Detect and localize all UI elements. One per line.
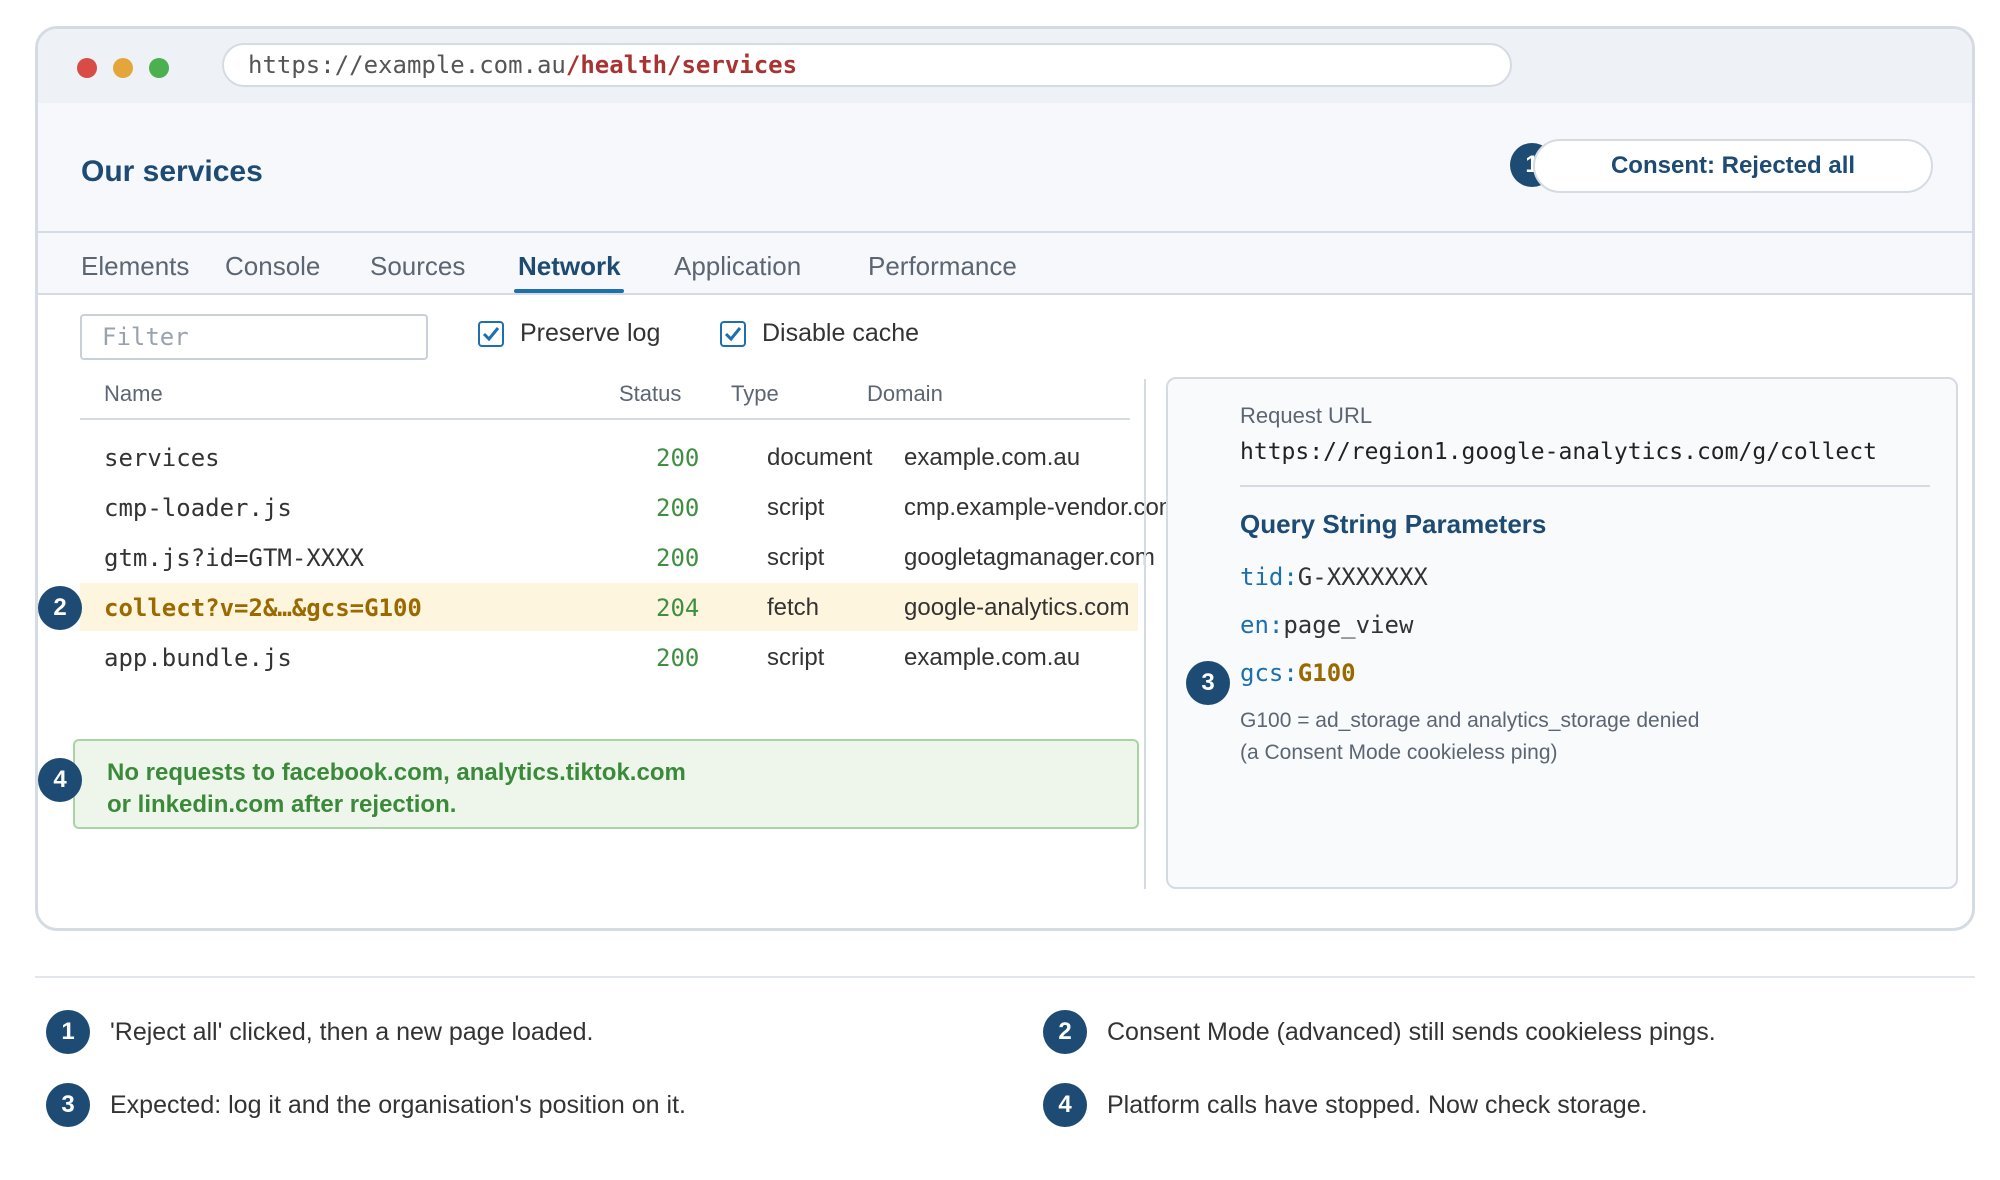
page-title: Our services bbox=[81, 155, 263, 188]
legend-item-4: 4 Platform calls have stopped. Now check… bbox=[1043, 1083, 1648, 1127]
preserve-log-toggle[interactable]: Preserve log bbox=[478, 319, 660, 348]
legend-divider bbox=[35, 976, 1975, 978]
row-type: fetch bbox=[767, 594, 820, 621]
row-status: 200 bbox=[656, 544, 700, 572]
disable-cache-label: Disable cache bbox=[762, 319, 920, 347]
notice-line-1: No requests to facebook.com, analytics.t… bbox=[107, 759, 686, 786]
row-status: 200 bbox=[656, 444, 700, 472]
row-domain: googletagmanager.com bbox=[904, 544, 1155, 571]
column-header-name[interactable]: Name bbox=[104, 381, 163, 406]
browser-window: https://example.com.au/health/services O… bbox=[35, 26, 1975, 931]
row-name: cmp-loader.js bbox=[104, 494, 292, 522]
row-type: script bbox=[767, 494, 825, 521]
request-detail-panel: Request URL https://region1.google-analy… bbox=[1166, 377, 1958, 889]
gcs-note-line-1: G100 = ad_storage and analytics_storage … bbox=[1240, 709, 1700, 732]
active-tab-indicator bbox=[514, 289, 624, 293]
request-url-value: https://region1.google-analytics.com/g/c… bbox=[1240, 439, 1877, 465]
legend-item-3: 3 Expected: log it and the organisation'… bbox=[46, 1083, 686, 1127]
param-key: en: bbox=[1240, 611, 1284, 639]
legend-text: Consent Mode (advanced) still sends cook… bbox=[1107, 1017, 1716, 1046]
row-domain: google-analytics.com bbox=[904, 594, 1130, 621]
legend-text: Platform calls have stopped. Now check s… bbox=[1107, 1090, 1648, 1119]
table-row[interactable]: cmp-loader.js 200 script cmp.example-ven… bbox=[80, 483, 1179, 531]
gcs-explanation: G100 = ad_storage and analytics_storage … bbox=[1240, 705, 1699, 769]
param-gcs: gcs:G100 bbox=[1240, 659, 1356, 687]
legend-text: Expected: log it and the organisation's … bbox=[110, 1090, 686, 1119]
table-header-divider bbox=[80, 418, 1130, 420]
url-path: /health/services bbox=[565, 51, 798, 79]
row-name: gtm.js?id=GTM-XXXX bbox=[104, 544, 365, 572]
query-params-heading: Query String Parameters bbox=[1240, 509, 1547, 539]
param-value: page_view bbox=[1283, 611, 1414, 639]
row-domain: cmp.example-vendor.com bbox=[904, 494, 1179, 521]
disable-cache-toggle[interactable]: Disable cache bbox=[720, 319, 919, 348]
title-bar: https://example.com.au/health/services bbox=[38, 29, 1972, 103]
table-row[interactable]: gtm.js?id=GTM-XXXX 200 script googletagm… bbox=[80, 533, 1155, 581]
request-url-label: Request URL bbox=[1240, 403, 1373, 428]
consent-status-pill[interactable]: Consent: Rejected all bbox=[1533, 139, 1933, 193]
detail-divider bbox=[1240, 485, 1930, 487]
maximize-window-button[interactable] bbox=[149, 58, 169, 78]
param-tid: tid:G-XXXXXXX bbox=[1240, 563, 1428, 591]
close-window-button[interactable] bbox=[77, 58, 97, 78]
callout-badge-3: 3 bbox=[1186, 661, 1230, 705]
row-domain: example.com.au bbox=[904, 644, 1081, 671]
table-row-highlighted[interactable]: collect?v=2&…&gcs=G100 204 fetch google-… bbox=[80, 583, 1138, 631]
disable-cache-checkbox[interactable] bbox=[720, 320, 746, 347]
legend-item-2: 2 Consent Mode (advanced) still sends co… bbox=[1043, 1010, 1716, 1054]
row-type: document bbox=[767, 444, 873, 471]
column-header-type[interactable]: Type bbox=[731, 381, 779, 406]
param-key: tid: bbox=[1240, 563, 1298, 591]
preserve-log-checkbox[interactable] bbox=[478, 320, 504, 347]
row-status: 200 bbox=[656, 494, 700, 522]
minimize-window-button[interactable] bbox=[113, 58, 133, 78]
param-en: en:page_view bbox=[1240, 611, 1413, 639]
table-row[interactable]: services 200 document example.com.au bbox=[80, 433, 1138, 481]
column-header-domain[interactable]: Domain bbox=[867, 381, 943, 406]
legend-badge: 4 bbox=[1043, 1083, 1087, 1127]
legend-text: 'Reject all' clicked, then a new page lo… bbox=[110, 1017, 594, 1046]
row-status: 200 bbox=[656, 644, 700, 672]
address-bar[interactable]: https://example.com.au/health/services bbox=[222, 43, 1512, 87]
callout-badge-2: 2 bbox=[38, 586, 82, 630]
row-name: collect?v=2&…&gcs=G100 bbox=[104, 594, 422, 622]
row-type: script bbox=[767, 544, 825, 571]
tab-performance[interactable]: Performance bbox=[868, 251, 1017, 281]
callout-badge-4: 4 bbox=[38, 758, 82, 802]
row-domain: example.com.au bbox=[904, 444, 1081, 471]
checkmark-icon bbox=[724, 326, 742, 341]
table-row[interactable]: app.bundle.js 200 script example.com.au bbox=[80, 633, 1138, 681]
row-type: script bbox=[767, 644, 825, 671]
tab-network[interactable]: Network bbox=[518, 251, 621, 281]
row-name: app.bundle.js bbox=[104, 644, 292, 672]
devtools-tabs: Elements Console Sources Network Applica… bbox=[38, 233, 1972, 295]
param-value: G-XXXXXXX bbox=[1297, 563, 1428, 591]
url-base: https://example.com.au bbox=[248, 51, 566, 79]
gcs-note-line-2: (a Consent Mode cookieless ping) bbox=[1240, 741, 1558, 764]
row-status: 204 bbox=[656, 594, 700, 622]
column-header-status[interactable]: Status bbox=[619, 381, 682, 406]
tab-elements[interactable]: Elements bbox=[81, 251, 190, 281]
notice-line-2: or linkedin.com after rejection. bbox=[107, 791, 457, 818]
tab-application[interactable]: Application bbox=[674, 251, 802, 281]
preserve-log-label: Preserve log bbox=[520, 319, 661, 347]
pane-divider[interactable] bbox=[1144, 379, 1146, 889]
no-platform-requests-notice: No requests to facebook.com, analytics.t… bbox=[73, 739, 1139, 829]
legend-item-1: 1 'Reject all' clicked, then a new page … bbox=[46, 1010, 593, 1054]
page-header: Our services 1 Consent: Rejected all bbox=[38, 103, 1972, 233]
param-key: gcs: bbox=[1240, 659, 1298, 687]
legend-badge: 1 bbox=[46, 1010, 90, 1054]
filter-input[interactable]: Filter bbox=[80, 314, 428, 360]
param-value: G100 bbox=[1297, 659, 1356, 687]
checkmark-icon bbox=[482, 326, 500, 341]
tab-sources[interactable]: Sources bbox=[370, 251, 466, 281]
legend-badge: 2 bbox=[1043, 1010, 1087, 1054]
legend-badge: 3 bbox=[46, 1083, 90, 1127]
row-name: services bbox=[104, 444, 220, 472]
tab-console[interactable]: Console bbox=[225, 251, 321, 281]
